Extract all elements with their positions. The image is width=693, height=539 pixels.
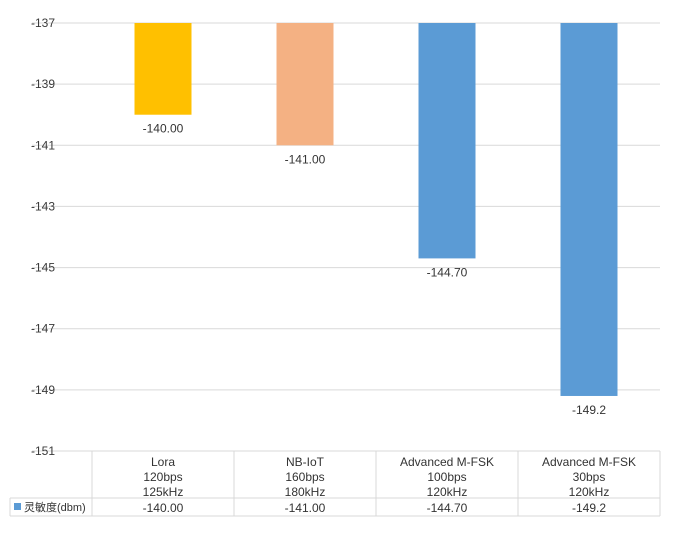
- y-axis: -137 -139 -141 -143 -145 -147 -149 -151: [31, 16, 55, 458]
- category-label: 120kHz: [427, 485, 468, 499]
- y-tick-label: -143: [31, 199, 55, 213]
- category-label: Lora: [151, 455, 175, 469]
- table-value: -141.00: [285, 501, 326, 515]
- category-label: 180kHz: [285, 485, 326, 499]
- y-tick-label: -139: [31, 77, 55, 91]
- bar: [560, 23, 618, 396]
- bar-value-label: -140.00: [143, 122, 184, 136]
- category-label: 120kHz: [569, 485, 610, 499]
- category-label: 160bps: [285, 470, 324, 484]
- bar-labels: -140.00 -141.00 -144.70 -149.2: [143, 122, 607, 417]
- y-tick-label: -137: [31, 16, 55, 30]
- bar: [418, 23, 476, 259]
- category-label: 125kHz: [143, 485, 184, 499]
- bars: [134, 23, 618, 396]
- category-label: 120bps: [143, 470, 182, 484]
- category-label: 100bps: [427, 470, 466, 484]
- y-tick-label: -141: [31, 138, 55, 152]
- category-label: Advanced M-FSK: [542, 455, 636, 469]
- bar-value-label: -144.70: [427, 265, 468, 279]
- category-label: 30bps: [573, 470, 606, 484]
- y-tick-label: -151: [31, 444, 55, 458]
- y-tick-label: -149: [31, 383, 55, 397]
- y-tick-label: -147: [31, 322, 55, 336]
- table-value: -149.2: [572, 501, 606, 515]
- bar: [276, 23, 334, 146]
- category-label: NB-IoT: [286, 455, 325, 469]
- bar: [134, 23, 192, 115]
- y-tick-label: -145: [31, 261, 55, 275]
- category-label: Advanced M-FSK: [400, 455, 494, 469]
- table-value: -140.00: [143, 501, 184, 515]
- legend-swatch: [14, 503, 21, 510]
- bar-value-label: -149.2: [572, 403, 606, 417]
- table-value: -144.70: [427, 501, 468, 515]
- legend-label: 灵敏度(dbm): [24, 500, 86, 514]
- bar-value-label: -141.00: [285, 152, 326, 166]
